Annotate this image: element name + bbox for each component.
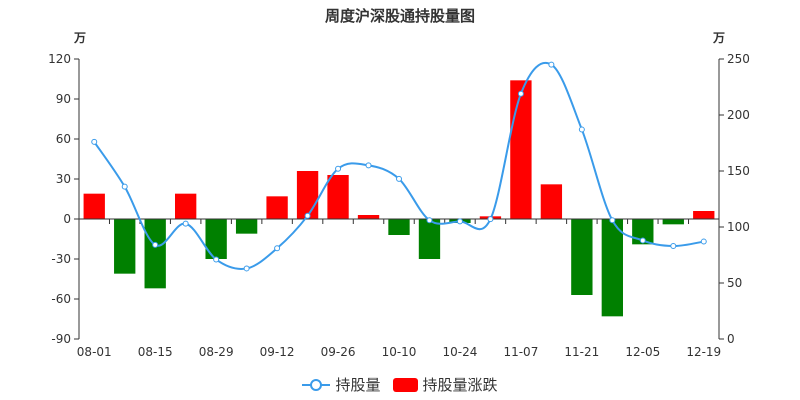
line-point bbox=[335, 165, 342, 172]
bar bbox=[388, 219, 410, 235]
left-tick-label: -90 bbox=[51, 332, 71, 346]
bar bbox=[601, 219, 623, 317]
left-tick-label: -30 bbox=[51, 252, 71, 266]
left-axis-unit: 万 bbox=[74, 31, 87, 45]
x-tick-label: 09-12 bbox=[260, 345, 295, 359]
x-tick-label: 12-19 bbox=[686, 345, 721, 359]
line-point bbox=[670, 243, 677, 250]
line-point bbox=[548, 61, 555, 68]
right-tick-label: 0 bbox=[727, 332, 735, 346]
right-tick-label: 100 bbox=[727, 220, 750, 234]
line-point bbox=[609, 217, 616, 224]
line-point bbox=[304, 212, 311, 219]
right-tick-label: 150 bbox=[727, 164, 750, 178]
bar bbox=[114, 219, 136, 274]
legend-item-change[interactable]: 持股量涨跌 bbox=[392, 374, 498, 395]
line-point bbox=[456, 218, 463, 225]
left-tick-label: 30 bbox=[56, 172, 71, 186]
right-tick-label: 200 bbox=[727, 108, 750, 122]
bar bbox=[83, 193, 105, 219]
x-tick-label: 09-26 bbox=[321, 345, 356, 359]
x-tick-label: 08-29 bbox=[199, 345, 234, 359]
right-axis-unit: 万 bbox=[713, 31, 726, 45]
legend-item-holdings[interactable]: 持股量 bbox=[302, 374, 381, 395]
legend-label-holdings: 持股量 bbox=[335, 376, 381, 394]
bar bbox=[693, 211, 715, 219]
bar bbox=[205, 219, 227, 259]
line-point bbox=[152, 241, 159, 248]
line-marker-icon bbox=[302, 378, 331, 391]
holdings-line bbox=[93, 62, 704, 270]
left-tick-label: -60 bbox=[51, 292, 71, 306]
line-point bbox=[426, 217, 433, 224]
line-point bbox=[487, 216, 494, 223]
left-tick-label: 90 bbox=[56, 92, 71, 106]
line-point bbox=[365, 162, 372, 169]
bar bbox=[510, 80, 532, 219]
line-point bbox=[213, 256, 220, 263]
legend-label-change: 持股量涨跌 bbox=[422, 376, 498, 394]
line-point bbox=[700, 238, 707, 245]
bar-swatch-icon bbox=[392, 377, 418, 392]
left-tick-label: 0 bbox=[63, 212, 71, 226]
chart-title: 周度沪深股通持股量图 bbox=[324, 7, 475, 25]
bar bbox=[357, 215, 380, 219]
x-tick-label: 12-05 bbox=[625, 345, 660, 359]
left-tick-label: 120 bbox=[48, 52, 71, 66]
bar bbox=[144, 219, 166, 289]
legend: 持股量 持股量涨跌 bbox=[0, 374, 800, 395]
bar bbox=[235, 219, 258, 234]
line-point bbox=[639, 237, 646, 244]
bar bbox=[175, 193, 197, 219]
bar bbox=[327, 175, 349, 219]
x-tick-label: 08-01 bbox=[77, 345, 112, 359]
x-tick-label: 11-07 bbox=[503, 345, 538, 359]
line-point bbox=[182, 220, 189, 227]
bar bbox=[571, 219, 593, 295]
line-point bbox=[517, 90, 524, 97]
right-tick-label: 250 bbox=[727, 52, 750, 66]
bar bbox=[662, 219, 684, 225]
x-tick-label: 10-10 bbox=[382, 345, 417, 359]
line-point bbox=[121, 183, 128, 190]
x-tick-label: 11-21 bbox=[564, 345, 599, 359]
left-tick-label: 60 bbox=[56, 132, 71, 146]
line-point bbox=[396, 175, 402, 182]
right-tick-label: 50 bbox=[727, 276, 742, 290]
bar bbox=[296, 171, 319, 219]
bar bbox=[540, 184, 563, 219]
line-point bbox=[578, 126, 585, 133]
line-point bbox=[91, 138, 98, 145]
line-point bbox=[243, 265, 250, 272]
bar bbox=[266, 196, 288, 219]
line-point bbox=[274, 245, 281, 252]
x-tick-label: 10-24 bbox=[443, 345, 478, 359]
bar bbox=[418, 219, 441, 259]
x-tick-label: 08-15 bbox=[138, 345, 173, 359]
